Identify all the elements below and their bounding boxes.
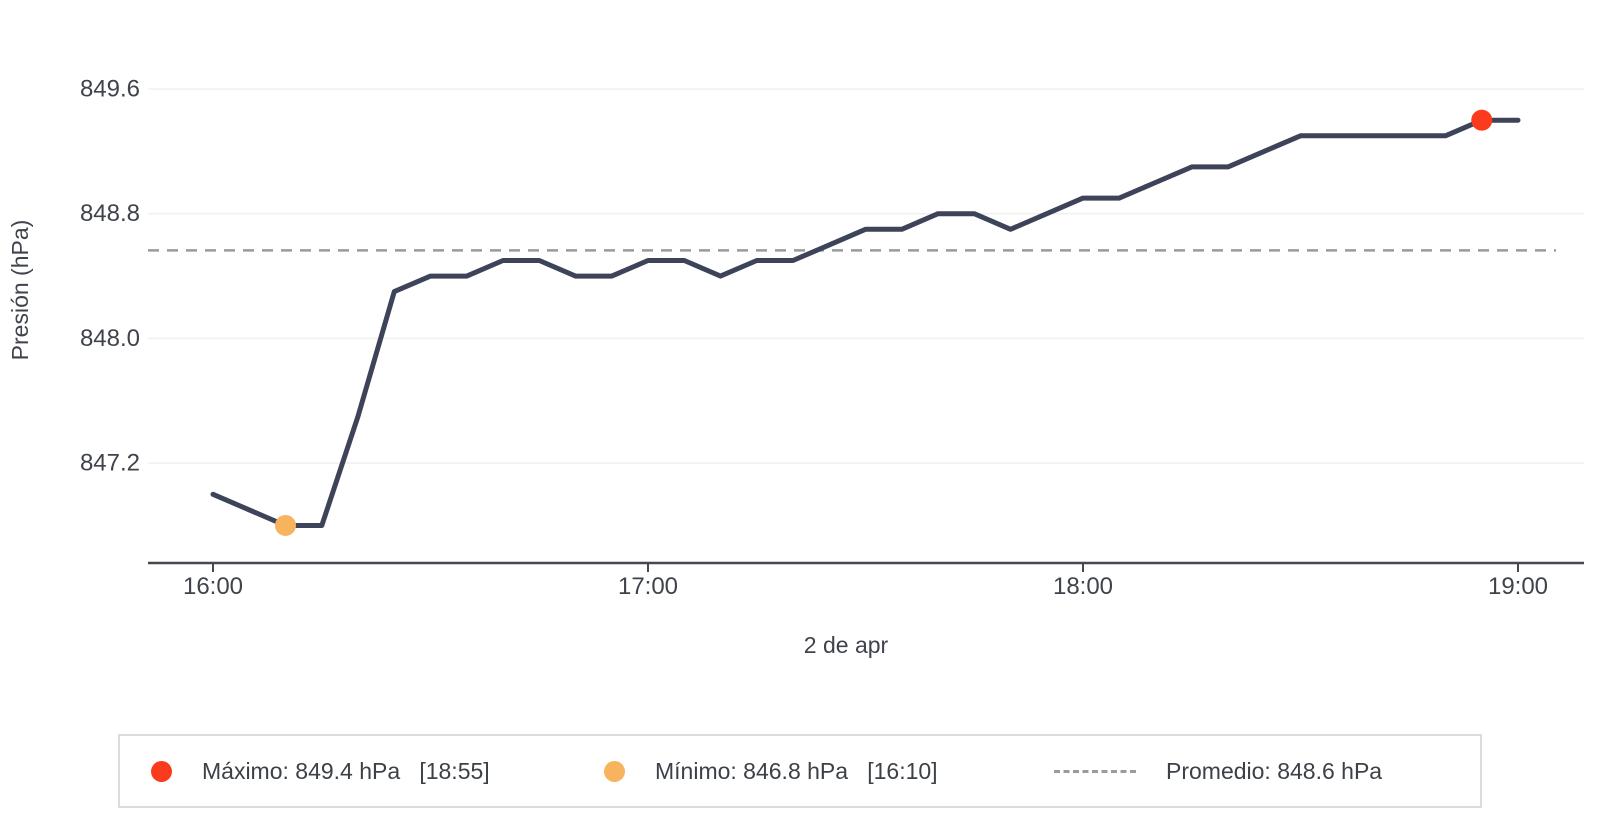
legend-item-min: Mínimo: 846.8 hPa [16:10] xyxy=(604,736,938,806)
max-point-marker xyxy=(1471,109,1493,131)
legend-avg-label: Promedio: 848.6 hPa xyxy=(1166,757,1383,784)
y-tick-label: 847.2 xyxy=(80,450,140,477)
legend-item-max: Máximo: 849.4 hPa [18:55] xyxy=(151,736,490,806)
x-tick-label: 16:00 xyxy=(183,573,243,600)
avg-dash-icon xyxy=(1054,769,1136,773)
y-tick-label: 848.8 xyxy=(80,200,140,227)
chart-legend: Máximo: 849.4 hPa [18:55] Mínimo: 846.8 … xyxy=(118,734,1482,808)
y-tick-label: 849.6 xyxy=(80,76,140,103)
x-axis-title: 2 de apr xyxy=(804,632,889,658)
x-tick-label: 18:00 xyxy=(1053,573,1113,600)
x-tick-label: 17:00 xyxy=(618,573,678,600)
legend-min-label: Mínimo: 846.8 hPa [16:10] xyxy=(655,757,938,784)
pressure-line-series xyxy=(210,117,1521,528)
y-tick-label: 848.0 xyxy=(80,325,140,352)
min-dot-icon xyxy=(604,760,625,782)
x-tick-label: 19:00 xyxy=(1488,573,1548,600)
max-dot-icon xyxy=(151,760,172,782)
legend-max-label: Máximo: 849.4 hPa [18:55] xyxy=(202,757,490,784)
legend-item-avg: Promedio: 848.6 hPa xyxy=(1054,736,1382,806)
min-point-marker xyxy=(275,514,296,536)
y-axis-title: Presión (hPa) xyxy=(7,220,33,361)
